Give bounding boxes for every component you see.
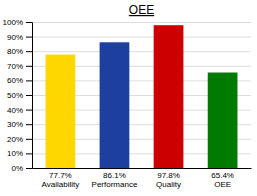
y-tick-mark	[26, 124, 32, 125]
grid-line	[32, 51, 251, 52]
y-tick: 60%	[7, 76, 32, 85]
y-tick-mark	[26, 80, 32, 81]
y-tick-mark	[26, 110, 32, 111]
y-tick: 10%	[7, 149, 32, 158]
y-tick-label: 0%	[11, 164, 23, 173]
y-tick-mark	[26, 22, 32, 23]
grid	[32, 23, 251, 169]
bar	[46, 55, 76, 168]
y-tick-label: 100%	[3, 18, 23, 27]
y-tick-label: 30%	[7, 120, 23, 129]
y-tick: 40%	[7, 106, 32, 115]
x-axis: 77.7%Availability 86.1%Performance 97.8%Qu…	[33, 168, 252, 189]
grid-tick	[32, 168, 251, 169]
y-tick-mark	[26, 95, 32, 96]
y-tick: 30%	[7, 120, 32, 129]
x-tick-label-line: Performance	[92, 180, 138, 189]
y-tick: 20%	[7, 135, 32, 144]
y-tick: 100%	[3, 18, 32, 27]
bar	[208, 73, 238, 168]
x-tick-label: 97.8%Quality	[156, 171, 181, 189]
grid-line	[32, 37, 251, 38]
y-axis: 0% 10% 20% 30% 40% 50% 60% 70% 80% 90% 100%	[3, 18, 33, 173]
x-axis-line	[33, 168, 252, 169]
x-tick-label-line: 97.8%	[157, 171, 180, 180]
plot: 0% 10% 20% 30% 40% 50% 60% 70% 80% 90% 100% 77.7%Av…	[3, 18, 252, 189]
y-tick: 50%	[7, 91, 32, 100]
y-tick-label: 80%	[7, 47, 23, 56]
chart-container: 0% 10% 20% 30% 40% 50% 60% 70% 80% 90% 100% 77.7%Av…	[0, 0, 257, 196]
x-tick: 65.4%OEE	[211, 168, 234, 189]
x-tick: 86.1%Performance	[92, 168, 138, 189]
y-tick-label: 20%	[7, 135, 23, 144]
bars	[46, 25, 238, 168]
y-tick-label: 40%	[7, 106, 23, 115]
x-tick: 77.7%Availability	[42, 168, 80, 189]
x-tick-label-line: 86.1%	[103, 171, 126, 180]
x-tick-label-line: Quality	[156, 180, 181, 189]
bar	[100, 42, 130, 168]
y-tick: 0%	[11, 164, 32, 173]
y-tick-label: 60%	[7, 76, 23, 85]
x-tick-label-line: 65.4%	[211, 171, 234, 180]
grid-line	[32, 168, 251, 169]
x-tick: 97.8%Quality	[156, 168, 181, 189]
y-tick: 90%	[7, 33, 32, 42]
title: OEE	[129, 3, 154, 17]
x-tick-label-line: Availability	[42, 180, 80, 189]
x-tick-label-line: 77.7%	[49, 171, 72, 180]
y-tick-mark	[26, 139, 32, 140]
x-tick-label: 65.4%OEE	[211, 171, 234, 189]
grid-line	[32, 22, 251, 23]
y-tick-mark	[26, 66, 32, 67]
y-tick: 70%	[7, 62, 32, 71]
chart-svg: 0% 10% 20% 30% 40% 50% 60% 70% 80% 90% 100% 77.7%Av…	[0, 0, 257, 196]
grid-tick	[32, 51, 251, 52]
y-tick-label: 70%	[7, 62, 23, 71]
y-axis-line	[26, 23, 33, 169]
y-tick-label: 10%	[7, 149, 23, 158]
bar	[154, 25, 184, 168]
x-tick-label: 77.7%Availability	[42, 171, 80, 189]
x-tick-label: 86.1%Performance	[92, 171, 138, 189]
grid-tick	[32, 22, 251, 23]
y-tick-mark	[26, 37, 32, 38]
y-tick-mark	[26, 168, 32, 169]
x-tick-label-line: OEE	[214, 180, 231, 189]
y-tick-label: 50%	[7, 91, 23, 100]
y-tick: 80%	[7, 47, 32, 56]
y-tick-mark	[26, 51, 32, 52]
grid-tick	[32, 37, 251, 38]
y-tick-mark	[26, 153, 32, 154]
y-tick-label: 90%	[7, 33, 23, 42]
